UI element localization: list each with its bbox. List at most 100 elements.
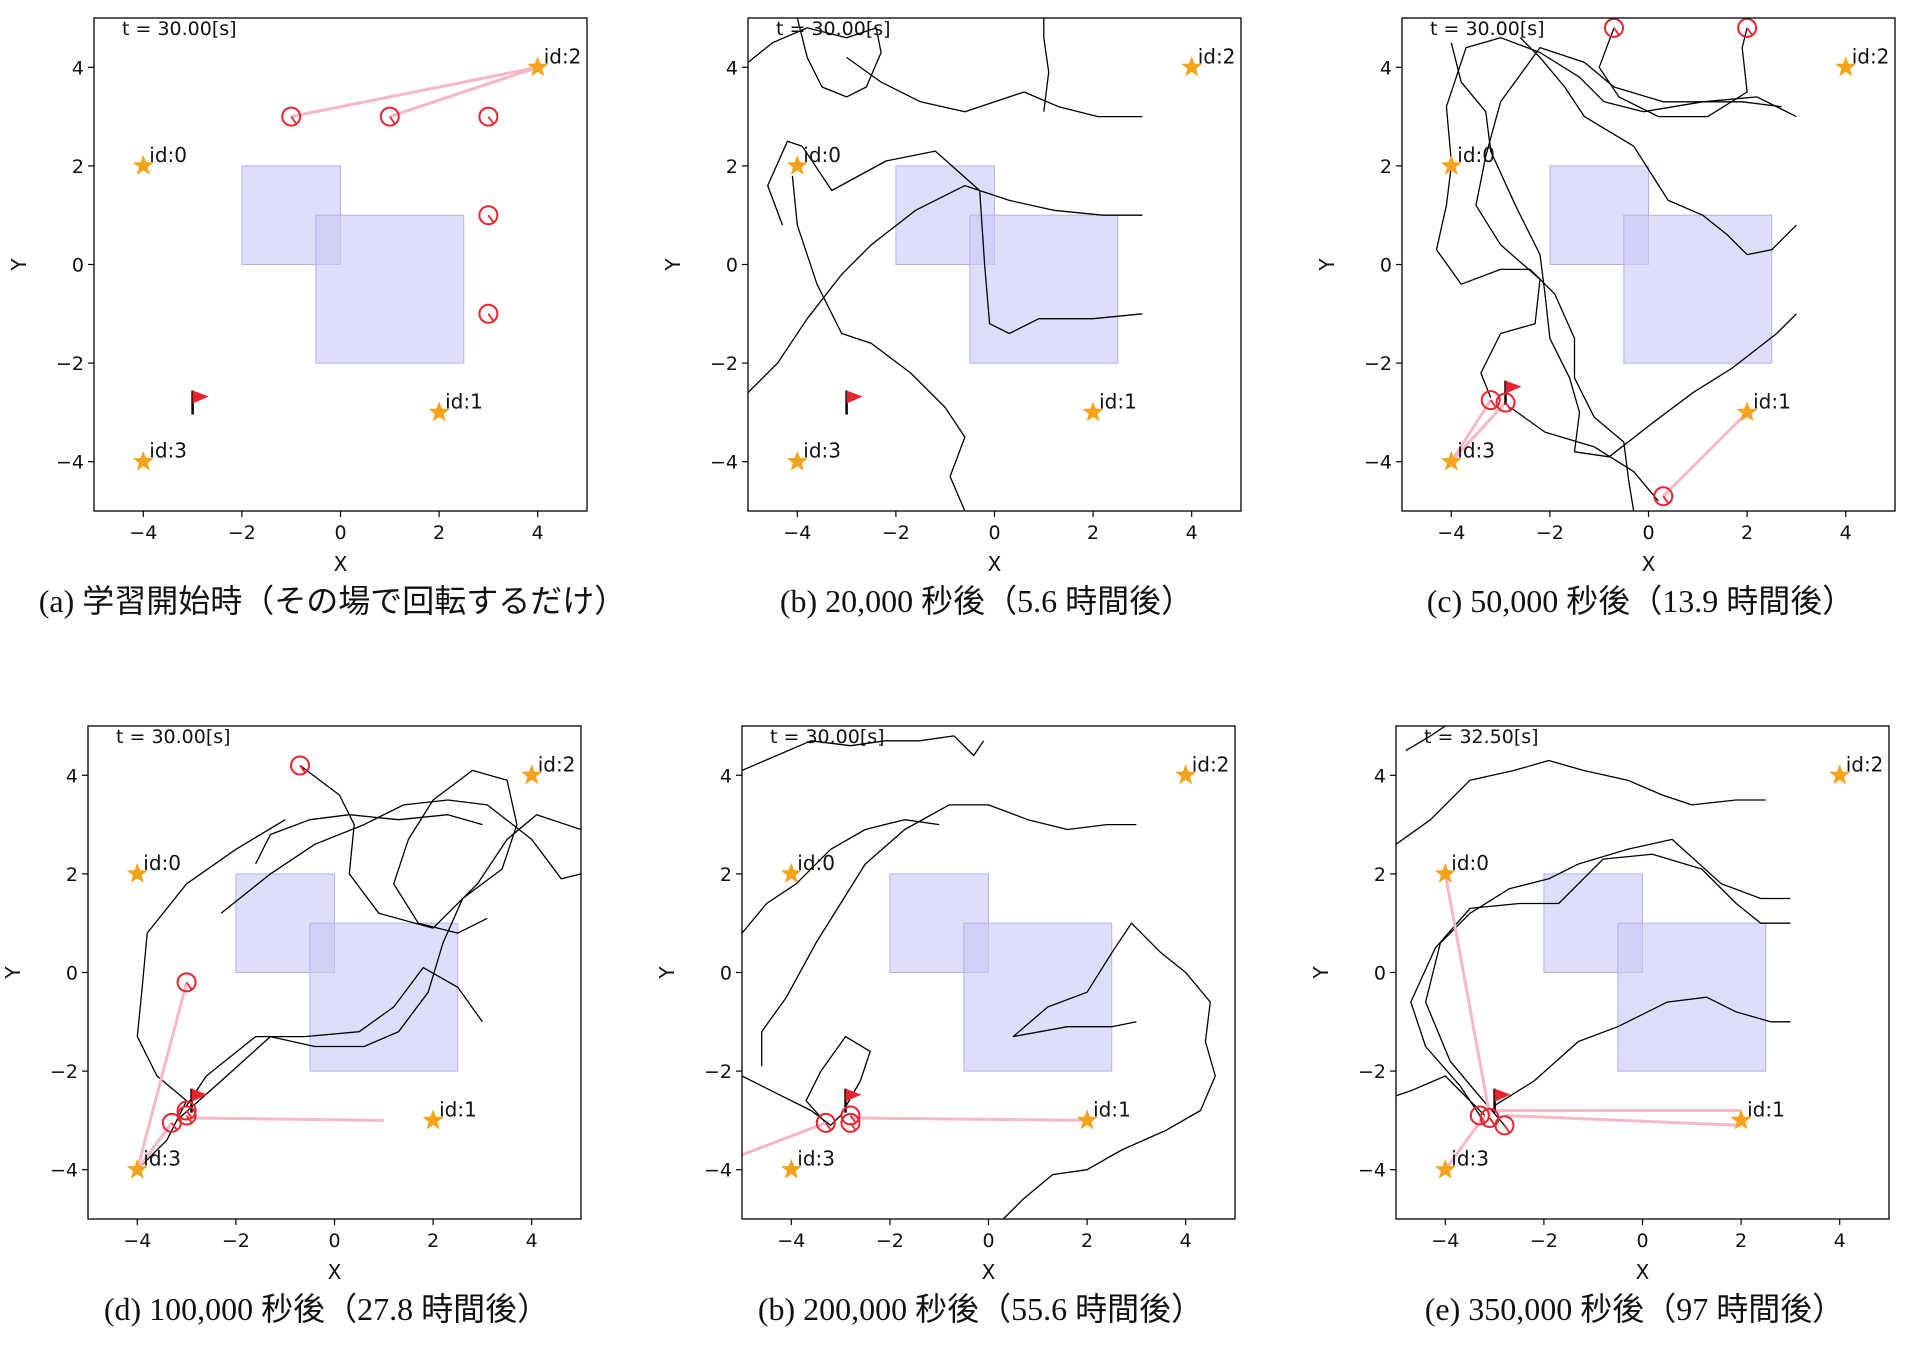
x-tick-label: 2 bbox=[433, 522, 445, 544]
y-tick-label: −2 bbox=[50, 1061, 78, 1083]
panel-caption: (b) 20,000 秒後（5.6 時間後） bbox=[779, 583, 1194, 619]
target-star-marker bbox=[132, 154, 154, 175]
y-tick-label: −2 bbox=[710, 353, 738, 375]
target-star-marker bbox=[780, 1158, 802, 1179]
agent-marker bbox=[815, 1112, 836, 1133]
target-star-marker bbox=[126, 862, 148, 883]
target-star-marker bbox=[1181, 56, 1203, 77]
target-label: id:3 bbox=[1457, 439, 1495, 463]
panel-caption: (a) 学習開始時（その場で回転するだけ） bbox=[38, 583, 627, 619]
agent-heading bbox=[487, 116, 495, 125]
trajectory-line bbox=[1396, 759, 1766, 845]
agent-heading bbox=[185, 1114, 193, 1123]
target-label: id:0 bbox=[803, 143, 841, 167]
x-tick-label: −2 bbox=[1536, 522, 1564, 544]
y-tick-label: −4 bbox=[50, 1160, 78, 1182]
trajectory-line bbox=[742, 735, 985, 771]
target-star-marker bbox=[1440, 450, 1462, 471]
timestamp-label: t = 32.50[s] bbox=[1424, 726, 1539, 748]
y-axis-label: Y bbox=[655, 966, 679, 980]
y-axis-label: Y bbox=[661, 258, 685, 272]
target-star-marker bbox=[521, 764, 543, 785]
target-star-marker bbox=[1082, 401, 1104, 422]
assignment-link bbox=[1450, 399, 1493, 463]
agent-heading bbox=[1503, 1124, 1511, 1133]
trajectory-line bbox=[1450, 42, 1797, 458]
y-tick-label: 0 bbox=[66, 963, 78, 985]
trajectory-line bbox=[1598, 27, 1748, 118]
y-tick-label: −4 bbox=[1364, 452, 1392, 474]
trajectory-line bbox=[742, 1035, 871, 1126]
trajectory-line bbox=[255, 814, 483, 865]
x-tick-label: −4 bbox=[1437, 522, 1465, 544]
plot-area bbox=[742, 735, 1216, 1219]
panel-caption: (e) 350,000 秒後（97 時間後） bbox=[1424, 1291, 1845, 1327]
agent-heading bbox=[185, 1110, 193, 1119]
flag-icon bbox=[1494, 1088, 1511, 1102]
trajectory-line bbox=[1424, 838, 1791, 1126]
timestamp-label: t = 30.00[s] bbox=[776, 18, 891, 40]
x-tick-label: 0 bbox=[334, 522, 346, 544]
x-tick-label: −2 bbox=[1530, 1230, 1558, 1252]
trajectory-line bbox=[1475, 46, 1782, 398]
x-tick-label: 0 bbox=[1642, 522, 1654, 544]
target-label: id:2 bbox=[544, 44, 582, 68]
y-tick-label: 4 bbox=[66, 765, 78, 787]
x-tick-label: −2 bbox=[228, 522, 256, 544]
target-star-marker bbox=[1076, 1109, 1098, 1130]
x-tick-label: −4 bbox=[123, 1230, 151, 1252]
agent-heading bbox=[849, 1122, 857, 1131]
trajectory-line bbox=[1405, 726, 1446, 752]
target-label: id:2 bbox=[1852, 44, 1890, 68]
x-tick-label: −4 bbox=[783, 522, 811, 544]
target-star-marker bbox=[1434, 1158, 1456, 1179]
agent-marker bbox=[161, 1112, 182, 1133]
target-label: id:3 bbox=[803, 439, 841, 463]
target-label: id:1 bbox=[445, 389, 483, 413]
target-label: id:3 bbox=[797, 1147, 835, 1171]
y-tick-label: 2 bbox=[1374, 864, 1386, 886]
trajectory-line bbox=[1510, 406, 1659, 502]
target-star-marker bbox=[1835, 56, 1857, 77]
agent-heading bbox=[1488, 1117, 1496, 1126]
agent-heading bbox=[487, 214, 495, 223]
x-axis-label: X bbox=[334, 552, 348, 576]
target-star-marker bbox=[1434, 862, 1456, 883]
agent-marker bbox=[176, 972, 197, 993]
target-star-marker bbox=[527, 56, 549, 77]
plot-area bbox=[1396, 726, 1851, 1179]
y-tick-label: 4 bbox=[1374, 765, 1386, 787]
flag-icon bbox=[191, 1088, 208, 1102]
agent-heading bbox=[171, 1122, 178, 1131]
target-star-marker bbox=[1175, 764, 1197, 785]
target-label: id:1 bbox=[1753, 389, 1791, 413]
agent-heading bbox=[1746, 27, 1753, 36]
x-tick-label: 2 bbox=[1081, 1230, 1093, 1252]
assignment-link bbox=[1662, 411, 1749, 498]
trajectory-line bbox=[1396, 1075, 1486, 1116]
agent-heading bbox=[185, 981, 193, 990]
x-tick-label: 2 bbox=[1735, 1230, 1747, 1252]
agent-marker bbox=[1603, 18, 1624, 38]
plot-area bbox=[132, 56, 549, 471]
x-tick-label: −2 bbox=[222, 1230, 250, 1252]
x-axis-label: X bbox=[328, 1260, 342, 1284]
agent-heading bbox=[1613, 27, 1620, 36]
plot-area bbox=[126, 755, 581, 1179]
y-tick-label: 2 bbox=[720, 864, 732, 886]
assignment-link bbox=[389, 65, 539, 119]
agent-marker bbox=[1469, 1105, 1490, 1126]
agent-marker bbox=[1737, 18, 1758, 38]
x-tick-label: −2 bbox=[882, 522, 910, 544]
y-tick-label: 2 bbox=[66, 864, 78, 886]
target-star-marker bbox=[132, 450, 154, 471]
target-label: id:3 bbox=[143, 1147, 181, 1171]
y-tick-label: −2 bbox=[1364, 353, 1392, 375]
timestamp-label: t = 30.00[s] bbox=[770, 726, 885, 748]
agent-heading bbox=[389, 116, 396, 125]
assignment-link bbox=[186, 1116, 384, 1122]
y-tick-label: 0 bbox=[1380, 255, 1392, 277]
trajectory-line bbox=[742, 819, 940, 934]
